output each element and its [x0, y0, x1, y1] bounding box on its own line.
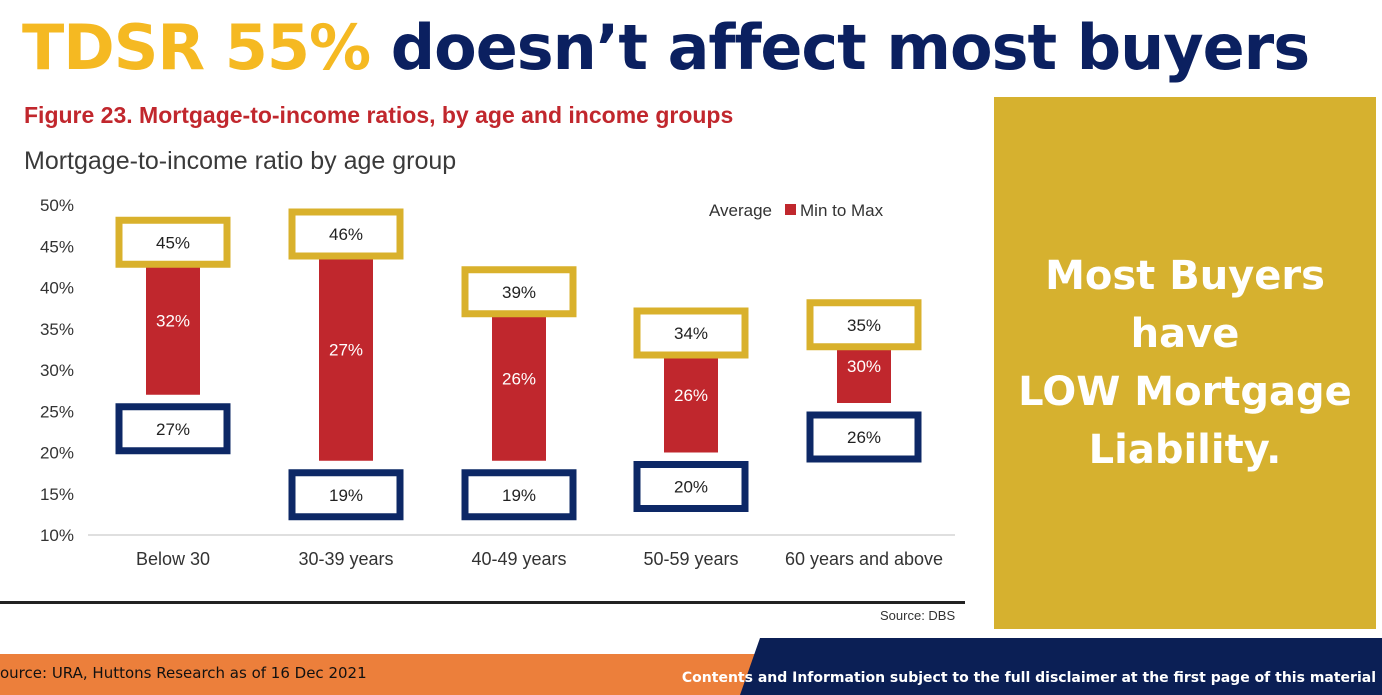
- mortgage-ratio-chart: 10% 15% 20% 25% 30% 35% 40% 45% 50% 32% 45% 27% Belo…: [40, 196, 955, 569]
- average-label: 30%: [847, 357, 881, 376]
- min-label: 20%: [674, 478, 708, 497]
- callout-box: Most Buyers have LOW Mortgage Liability.: [994, 97, 1376, 629]
- legend-min-max-swatch: [785, 204, 796, 215]
- max-highlight-box: [115, 216, 231, 268]
- callout-line: Liability.: [1088, 427, 1282, 473]
- min-highlight-box: [115, 403, 231, 455]
- y-tick-label: 25%: [40, 402, 74, 421]
- footer-disclaimer-bar: [740, 638, 1382, 695]
- x-category-label: Below 30: [136, 549, 210, 569]
- max-label: 46%: [329, 225, 363, 244]
- slide-title-highlight: TDSR 55%: [22, 11, 371, 84]
- x-category-label: 30-39 years: [298, 549, 393, 569]
- min-highlight-box: [461, 469, 577, 521]
- callout-line: LOW Mortgage: [1018, 369, 1352, 415]
- y-tick-label: 35%: [40, 320, 74, 339]
- y-tick-label: 20%: [40, 444, 74, 463]
- slide-title: TDSR 55% doesn’t affect most buyers: [22, 8, 1310, 88]
- y-tick-label: 30%: [40, 361, 74, 380]
- average-label: 32%: [156, 312, 190, 331]
- slide-title-rest: doesn’t affect most buyers: [370, 11, 1310, 84]
- footer-source: ource: URA, Huttons Research as of 16 De…: [0, 664, 367, 682]
- max-highlight-box: [461, 266, 577, 318]
- max-label: 34%: [674, 324, 708, 343]
- range-bar: [146, 246, 200, 395]
- min-highlight-box: [806, 411, 922, 463]
- y-tick-label: 45%: [40, 237, 74, 256]
- x-category-label: 60 years and above: [785, 549, 943, 569]
- range-bar: [319, 238, 373, 461]
- y-tick-label: 10%: [40, 526, 74, 545]
- chart-subtitle: Mortgage-to-income ratio by age group: [24, 147, 457, 175]
- max-highlight-box: [806, 299, 922, 351]
- footer-disclaimer: Contents and Information subject to the …: [681, 670, 1376, 686]
- max-highlight-box: [633, 307, 749, 359]
- min-label: 19%: [329, 486, 363, 505]
- callout-text: Most Buyers have LOW Mortgage Liability.: [1018, 247, 1352, 479]
- y-tick-label: 40%: [40, 279, 74, 298]
- min-highlight-box: [288, 469, 404, 521]
- y-tick-label: 50%: [40, 196, 74, 215]
- legend-average-label: Average: [709, 201, 772, 220]
- max-label: 39%: [502, 283, 536, 302]
- chart-bottom-rule: [0, 601, 965, 604]
- callout-line: Most Buyers: [1045, 253, 1325, 299]
- y-tick-label: 15%: [40, 485, 74, 504]
- chart-source: Source: DBS: [880, 608, 956, 623]
- average-label: 26%: [674, 386, 708, 405]
- min-label: 19%: [502, 486, 536, 505]
- x-category-label: 50-59 years: [643, 549, 738, 569]
- average-label: 26%: [502, 369, 536, 388]
- range-bar: [492, 295, 546, 461]
- min-highlight-box: [633, 461, 749, 512]
- legend-min-max-label: Min to Max: [800, 201, 884, 220]
- figure-title: Figure 23. Mortgage-to-income ratios, by…: [24, 102, 734, 128]
- max-label: 45%: [156, 233, 190, 252]
- x-category-label: 40-49 years: [471, 549, 566, 569]
- callout-line: have: [1130, 311, 1240, 357]
- max-label: 35%: [847, 316, 881, 335]
- min-label: 26%: [847, 428, 881, 447]
- min-label: 27%: [156, 420, 190, 439]
- average-label: 27%: [329, 340, 363, 359]
- max-highlight-box: [288, 208, 404, 260]
